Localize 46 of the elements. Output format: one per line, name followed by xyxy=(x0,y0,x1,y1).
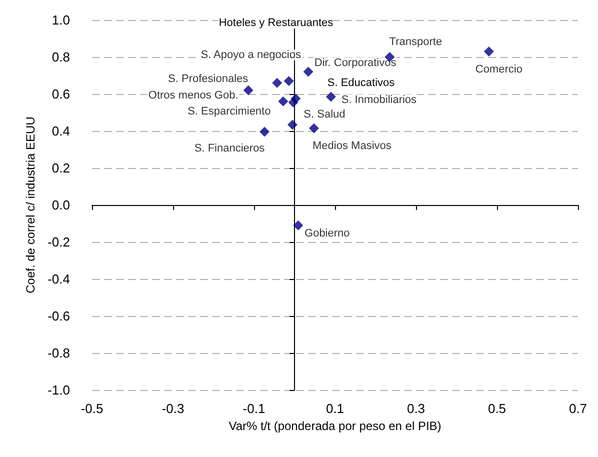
point xyxy=(303,66,314,77)
y-tick-label: -1.0 xyxy=(48,382,70,398)
point xyxy=(278,96,288,106)
x-tick-label: -0.3 xyxy=(162,401,184,416)
annotation: Dir. Corporativos xyxy=(314,56,397,69)
y-axis-title: Coef. de correl c/ industria EEUU xyxy=(24,116,38,294)
point xyxy=(260,126,270,137)
y-tick-label: 0.4 xyxy=(52,124,70,138)
annotation: S. Salud xyxy=(304,108,346,121)
point xyxy=(272,78,282,88)
annotation: S. Profesionales xyxy=(168,72,249,85)
point xyxy=(293,220,304,230)
x-tick-label: -0.5 xyxy=(80,401,104,416)
x-tick-label: 0.3 xyxy=(406,401,426,416)
annotation: Medios Masivos xyxy=(312,140,392,152)
point xyxy=(287,120,298,130)
point xyxy=(308,123,319,134)
x-tick-label: 0.1 xyxy=(326,401,344,416)
annotation: S. Apoyo a negocios xyxy=(200,49,302,62)
x-tick-label: 0.7 xyxy=(568,401,588,416)
point xyxy=(484,46,494,56)
annotation: S. Inmobiliarios xyxy=(341,94,418,106)
y-tick-label: -0.8 xyxy=(48,346,70,360)
annotation: Comercio xyxy=(475,63,522,76)
y-tick-label: 0.8 xyxy=(52,50,70,64)
annotation: S. Esparcimiento xyxy=(188,105,271,118)
x-axis-title: Var% t/t (ponderada por peso en el PIB) xyxy=(228,418,442,433)
point xyxy=(290,94,301,104)
annotation: Otros menos Gob. xyxy=(148,89,238,102)
annotation: Gobierno xyxy=(304,227,350,240)
y-tick-label: -0.4 xyxy=(48,272,70,286)
annotation: S. Educativos xyxy=(327,77,396,89)
annotation: Hoteles y Restaruantes xyxy=(218,17,334,29)
x-tick-label: 0.5 xyxy=(488,401,506,416)
x-tick-label: -0.1 xyxy=(242,401,266,416)
point xyxy=(243,85,254,96)
y-tick-label: 0.6 xyxy=(52,86,70,102)
y-tick-label: 1.0 xyxy=(52,12,70,28)
y-tick-label: -0.6 xyxy=(48,308,70,324)
annotation: S. Financieros xyxy=(194,142,266,155)
y-tick-label: -0.2 xyxy=(48,234,70,250)
y-tick-label: 0.0 xyxy=(52,198,70,212)
point xyxy=(326,92,336,102)
annotation: Transporte xyxy=(389,36,442,48)
y-tick-label: 0.2 xyxy=(52,160,70,176)
point xyxy=(284,76,294,86)
